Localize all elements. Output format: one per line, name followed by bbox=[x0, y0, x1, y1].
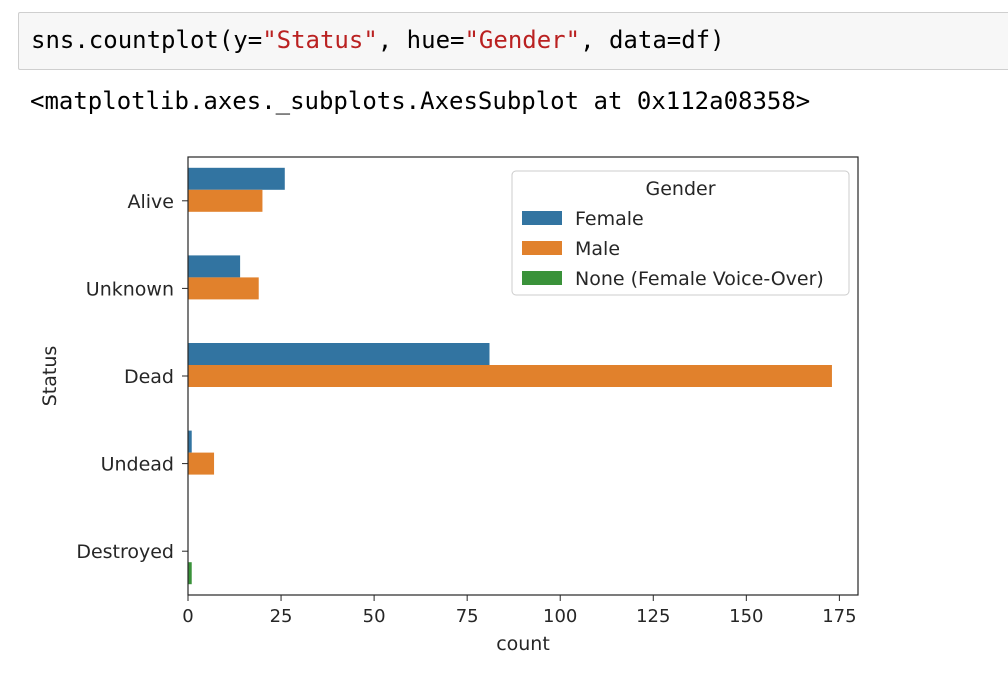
x-tick-label: 0 bbox=[182, 606, 193, 627]
code-line[interactable]: sns.countplot(y="Status", hue="Gender", … bbox=[31, 25, 725, 55]
legend-box bbox=[511, 170, 850, 296]
bar-dead-male bbox=[188, 365, 832, 387]
output-text: <matplotlib.axes._subplots.AxesSubplot a… bbox=[30, 87, 811, 115]
countplot-chart: 0 25 50 75 100 125 150 175 Alive Unknown Dead Unde… bbox=[39, 156, 859, 655]
legend-label: Male bbox=[575, 238, 620, 260]
x-axis-ticks: 0 25 50 75 100 125 150 175 bbox=[182, 595, 857, 627]
x-tick-label: 75 bbox=[456, 606, 479, 627]
y-tick-label: Undead bbox=[101, 454, 174, 476]
x-tick-label: 100 bbox=[543, 606, 577, 627]
x-tick-label: 150 bbox=[729, 606, 763, 627]
legend-swatch bbox=[522, 211, 562, 225]
y-tick-label: Alive bbox=[128, 191, 175, 213]
code-prefix: sns.countplot(y= bbox=[31, 26, 263, 54]
bar-dead-female bbox=[188, 343, 490, 365]
bar-alive-male bbox=[188, 189, 263, 212]
y-tick-label: Dead bbox=[124, 366, 174, 388]
code-cell[interactable]: sns.countplot(y="Status", hue="Gender", … bbox=[18, 12, 1008, 70]
bar-destroyed-none bbox=[188, 562, 192, 585]
x-axis-label: count bbox=[496, 633, 550, 655]
legend-label: Female bbox=[575, 208, 644, 230]
legend-title: Gender bbox=[645, 178, 715, 200]
plot-frame bbox=[187, 156, 859, 596]
legend-swatch bbox=[522, 241, 562, 255]
bar-unknown-male bbox=[188, 277, 259, 300]
code-arg-hue: "Gender" bbox=[464, 26, 581, 54]
x-tick-label: 125 bbox=[636, 606, 670, 627]
x-tick-label: 175 bbox=[822, 606, 856, 627]
legend-swatch bbox=[522, 271, 562, 285]
y-tick-label: Destroyed bbox=[76, 541, 174, 563]
legend: Gender Female Male None (Female Voice-Over… bbox=[511, 170, 850, 296]
legend-label: None (Female Voice-Over) bbox=[575, 268, 824, 290]
y-tick-label: Unknown bbox=[86, 278, 174, 300]
code-sep-hue: , hue= bbox=[377, 26, 465, 54]
x-tick-label: 50 bbox=[363, 606, 386, 627]
code-arg-y: "Status" bbox=[262, 26, 378, 54]
x-tick-label: 25 bbox=[270, 606, 293, 627]
bar-undead-male bbox=[188, 452, 215, 475]
bar-undead-female bbox=[188, 430, 192, 453]
code-suffix: , data=df) bbox=[580, 26, 725, 54]
bars-layer bbox=[188, 167, 832, 585]
legend-items: Female Male None (Female Voice-Over) bbox=[522, 208, 824, 290]
y-axis-label: Status bbox=[39, 346, 61, 407]
bar-unknown-female bbox=[188, 255, 241, 278]
bar-alive-female bbox=[188, 167, 285, 190]
y-axis-ticks: Alive Unknown Dead Undead Destroyed bbox=[76, 191, 188, 563]
